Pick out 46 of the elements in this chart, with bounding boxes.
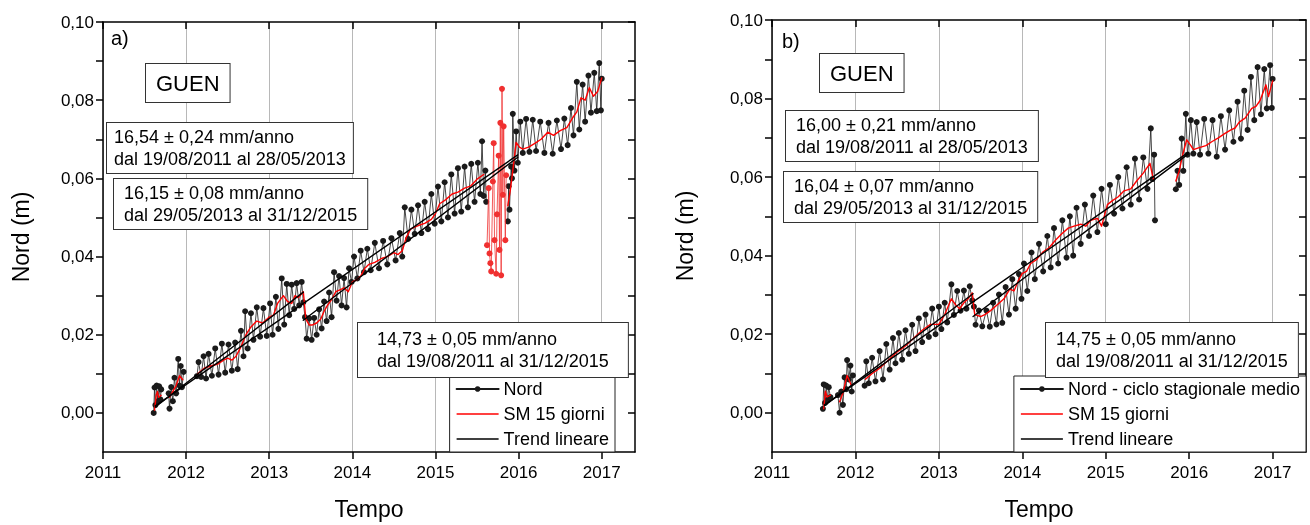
annotation: b) — [782, 30, 800, 52]
annotation: a) — [111, 27, 129, 49]
x-tick-label: 2017 — [1253, 463, 1292, 482]
y-axis-title: Nord (m) — [7, 191, 34, 283]
x-tick-label: 2016 — [1170, 463, 1209, 482]
y-tick-label: 0,08 — [60, 90, 94, 110]
x-tick-label: 2012 — [836, 463, 875, 482]
y-tick-label: 0,00 — [729, 403, 763, 423]
legend-label: Trend lineare — [503, 429, 609, 449]
x-tick-label: 2016 — [499, 463, 538, 482]
annotation: 14,75 ± 0,05 mm/anno dal 19/08/2011 al 31/12/2015 — [1056, 329, 1288, 371]
x-tick-label: 2014 — [333, 463, 372, 482]
x-axis-title: Tempo — [1004, 495, 1074, 522]
annotation: 14,73 ± 0,05 mm/anno dal 19/08/2011 al 31/12/2015 — [377, 329, 609, 371]
x-tick-label: 2015 — [1086, 463, 1125, 482]
y-tick-label: 0,02 — [729, 324, 763, 344]
y-tick-label: 0,10 — [729, 10, 763, 30]
y-tick-label: 0,04 — [729, 246, 763, 266]
x-tick-label: 2015 — [416, 463, 455, 482]
legend-label: Nord - ciclo stagionale medio — [1067, 379, 1301, 399]
y-tick-label: 0,00 — [60, 403, 94, 423]
y-axis-title: Nord (m) — [671, 190, 698, 282]
x-tick-label: 2017 — [582, 463, 621, 482]
x-tick-label: 2013 — [250, 463, 289, 482]
annotation: GUEN — [156, 70, 220, 96]
y-tick-label: 0,06 — [729, 167, 763, 187]
annotation: 16,54 ± 0,24 mm/anno dal 19/08/2011 al 28/05/2013 — [114, 127, 346, 169]
x-tick-label: 2013 — [919, 463, 958, 482]
y-tick-label: 0,06 — [60, 168, 94, 188]
y-tick-label: 0,04 — [60, 247, 94, 267]
x-tick-label: 2014 — [1003, 463, 1042, 482]
y-tick-label: 0,08 — [729, 89, 763, 109]
annotation: 16,15 ± 0,08 mm/anno dal 29/05/2013 al 31/12/2015 — [124, 183, 358, 225]
annotation: GUEN — [830, 60, 894, 86]
legend-label: Nord — [503, 379, 543, 399]
legend-label: Trend lineare — [1067, 429, 1174, 449]
x-tick-label: 2011 — [753, 463, 791, 482]
legend-label: SM 15 giorni — [1067, 404, 1169, 424]
x-axis-title: Tempo — [334, 495, 404, 522]
x-tick-label: 2011 — [84, 463, 122, 482]
legend-label: SM 15 giorni — [503, 404, 605, 424]
y-tick-label: 0,02 — [60, 325, 94, 345]
annotation: 16,00 ± 0,21 mm/anno dal 19/08/2011 al 28/05/2013 — [796, 115, 1028, 157]
y-tick-label: 0,10 — [60, 12, 94, 32]
x-tick-label: 2012 — [167, 463, 206, 482]
annotation: 16,04 ± 0,07 mm/anno dal 29/05/2013 al 31/12/2015 — [794, 176, 1028, 218]
